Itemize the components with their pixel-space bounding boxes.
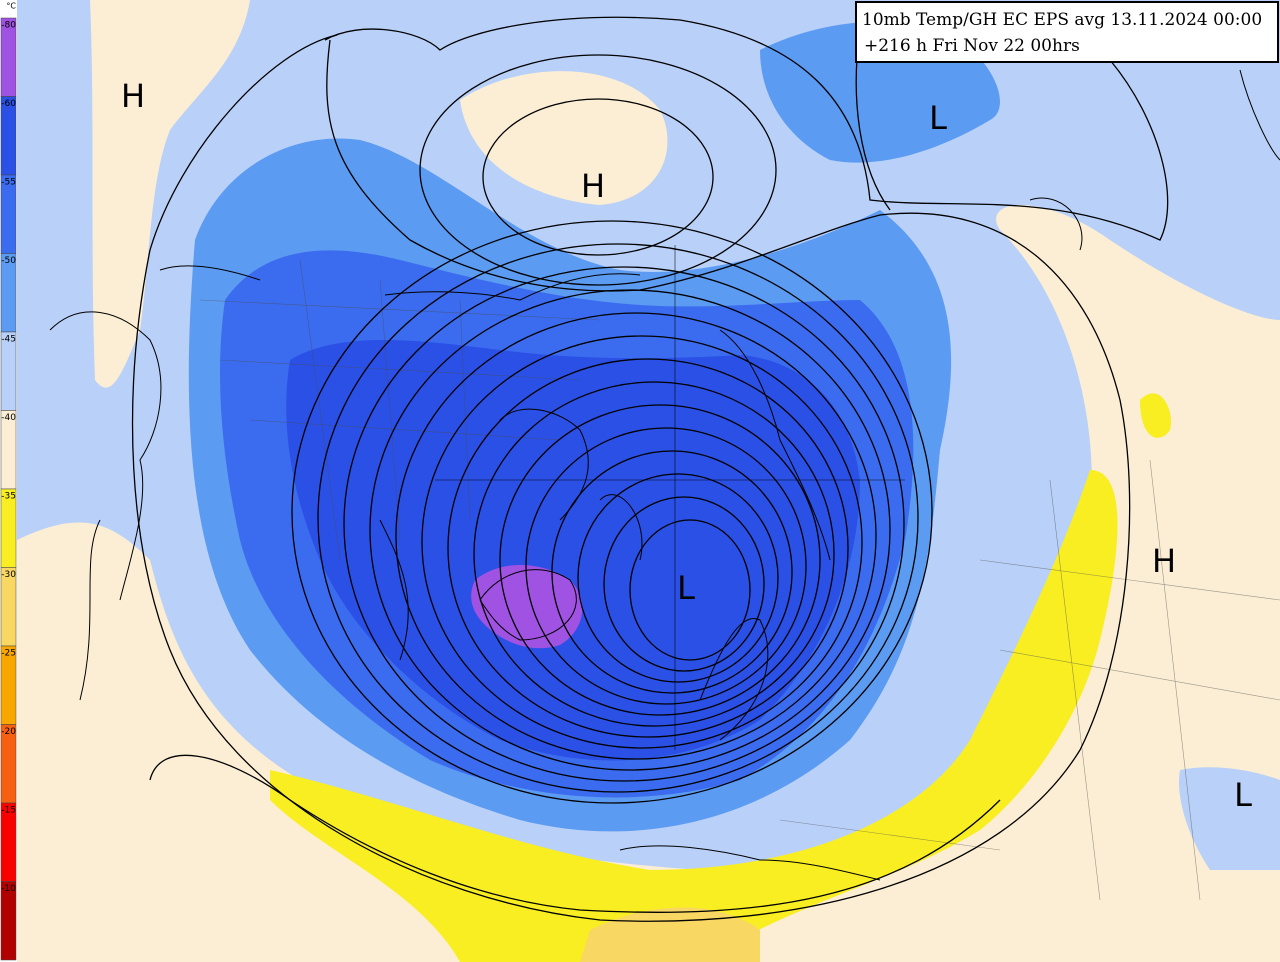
contour: [603, 496, 765, 672]
contour: [629, 519, 751, 661]
legend-swatch: [0, 881, 17, 961]
legend-label: -25: [1, 649, 16, 659]
legend-label: -35: [1, 492, 16, 502]
contour: [421, 335, 863, 749]
legend-label: -55: [1, 178, 16, 188]
contour: [551, 450, 793, 694]
contour: [447, 358, 849, 738]
contour: [343, 266, 905, 782]
pressure-label: H: [1152, 542, 1176, 580]
coastlines: [49, 69, 1280, 881]
legend-label: -15: [1, 806, 16, 816]
legend-label: -45: [1, 335, 16, 345]
legend-label: -20: [1, 727, 16, 737]
pressure-labels: H H L L H L: [121, 77, 1252, 814]
contour: [525, 427, 807, 705]
legend-label: -50: [1, 256, 16, 266]
pressure-label: H: [121, 77, 145, 115]
contour: [317, 243, 919, 793]
legend-unit: °C: [6, 2, 16, 11]
pressure-label: L: [1234, 776, 1252, 814]
contour: [577, 473, 779, 683]
legend-label: -40: [1, 413, 16, 423]
contour: [291, 220, 933, 804]
pressure-label: L: [677, 569, 695, 607]
legend: °C -80 -60 -55 -50 -45 -40 -35 -30 -25 -20 -15 -10: [0, 0, 17, 962]
contour: [499, 404, 821, 716]
legend-label: -30: [1, 570, 16, 580]
title-box: 10mb Temp/GH EC EPS avg 13.11.2024 00:00…: [855, 1, 1279, 63]
legend-label: -60: [1, 99, 16, 109]
polar-vortex-contours: [291, 220, 933, 804]
legend-label: -10: [1, 884, 16, 894]
title-line-1: 10mb Temp/GH EC EPS avg 13.11.2024 00:00: [862, 10, 1262, 30]
contour: [473, 381, 835, 727]
pressure-label: L: [929, 99, 947, 137]
temperature-field: [17, 0, 1280, 962]
legend-label: -80: [1, 21, 16, 31]
contour: [395, 312, 877, 760]
contour: [369, 289, 891, 771]
pressure-label: H: [581, 167, 605, 205]
title-line-2: +216 h Fri Nov 22 00hrs: [864, 36, 1080, 56]
